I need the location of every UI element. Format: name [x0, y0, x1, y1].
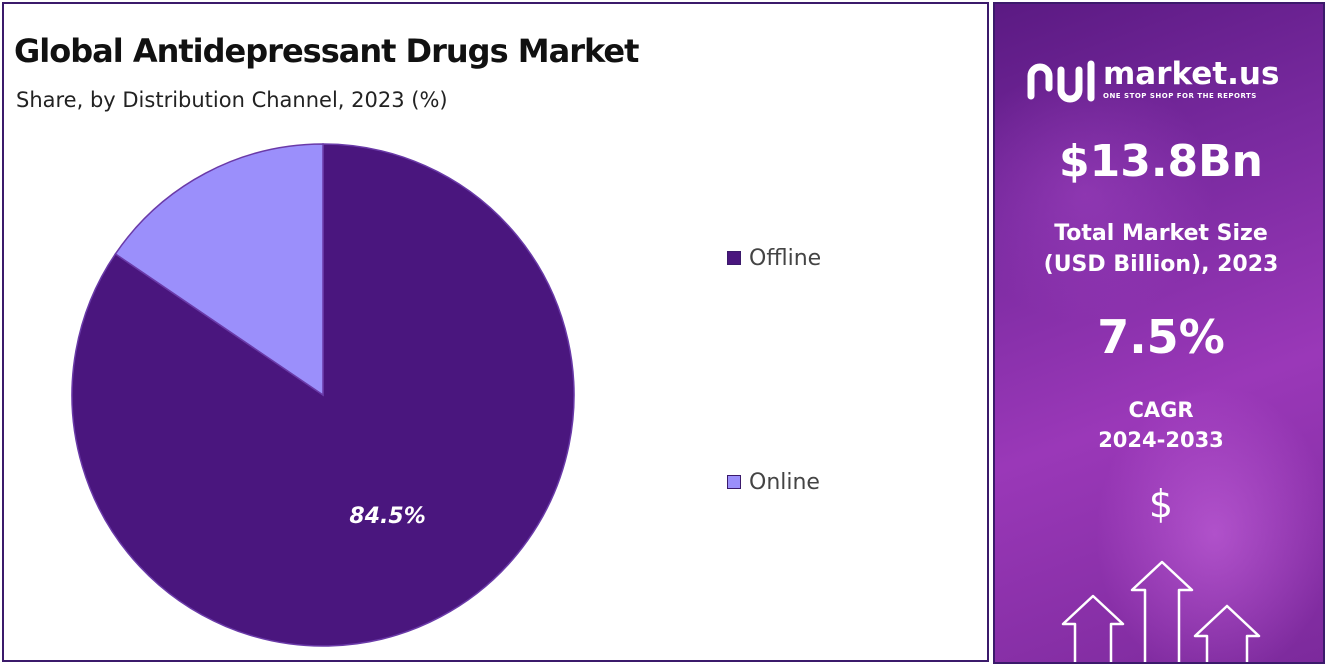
- legend-swatch-online: [727, 475, 741, 489]
- market-size-label: Total Market Size (USD Billion), 2023: [995, 218, 1323, 280]
- pie-chart: 84.5%: [71, 143, 575, 647]
- cagr-label: CAGR 2024-2033: [995, 395, 1323, 455]
- summary-sidebar: market.us ONE STOP SHOP FOR THE REPORTS …: [993, 2, 1325, 664]
- dollar-icon: $: [1148, 482, 1174, 526]
- legend-item-offline: Offline: [727, 245, 822, 271]
- legend-item-online: Online: [727, 469, 820, 495]
- market-us-logo-icon: [1027, 60, 1095, 103]
- market-size-label-line2: (USD Billion), 2023: [1043, 252, 1279, 277]
- cagr-label-line2: 2024-2033: [1098, 428, 1224, 452]
- market-size-value: $13.8Bn: [1058, 136, 1264, 187]
- cagr-label-line1: CAGR: [1128, 398, 1194, 422]
- chart-panel: Global Antidepressant Drugs Market Share…: [2, 2, 989, 662]
- legend-swatch-offline: [727, 251, 741, 265]
- chart-title: Global Antidepressant Drugs Market: [14, 32, 639, 70]
- brand-tagline: ONE STOP SHOP FOR THE REPORTS: [1103, 92, 1257, 100]
- data-label-offline: 84.5%: [349, 504, 425, 529]
- legend-label-online: Online: [749, 469, 820, 495]
- market-size-label-line1: Total Market Size: [1054, 221, 1268, 246]
- background-glow: [995, 64, 1215, 324]
- legend-label-offline: Offline: [749, 245, 822, 271]
- growth-arrows-icon: [1061, 560, 1261, 662]
- cagr-value: 7.5%: [1097, 310, 1225, 364]
- background-glow: [1095, 384, 1323, 662]
- pie-slice-online: [114, 143, 324, 397]
- brand: market.us ONE STOP SHOP FOR THE REPORTS: [1025, 54, 1279, 104]
- chart-subtitle: Share, by Distribution Channel, 2023 (%): [16, 88, 448, 112]
- brand-name: market.us: [1103, 56, 1280, 92]
